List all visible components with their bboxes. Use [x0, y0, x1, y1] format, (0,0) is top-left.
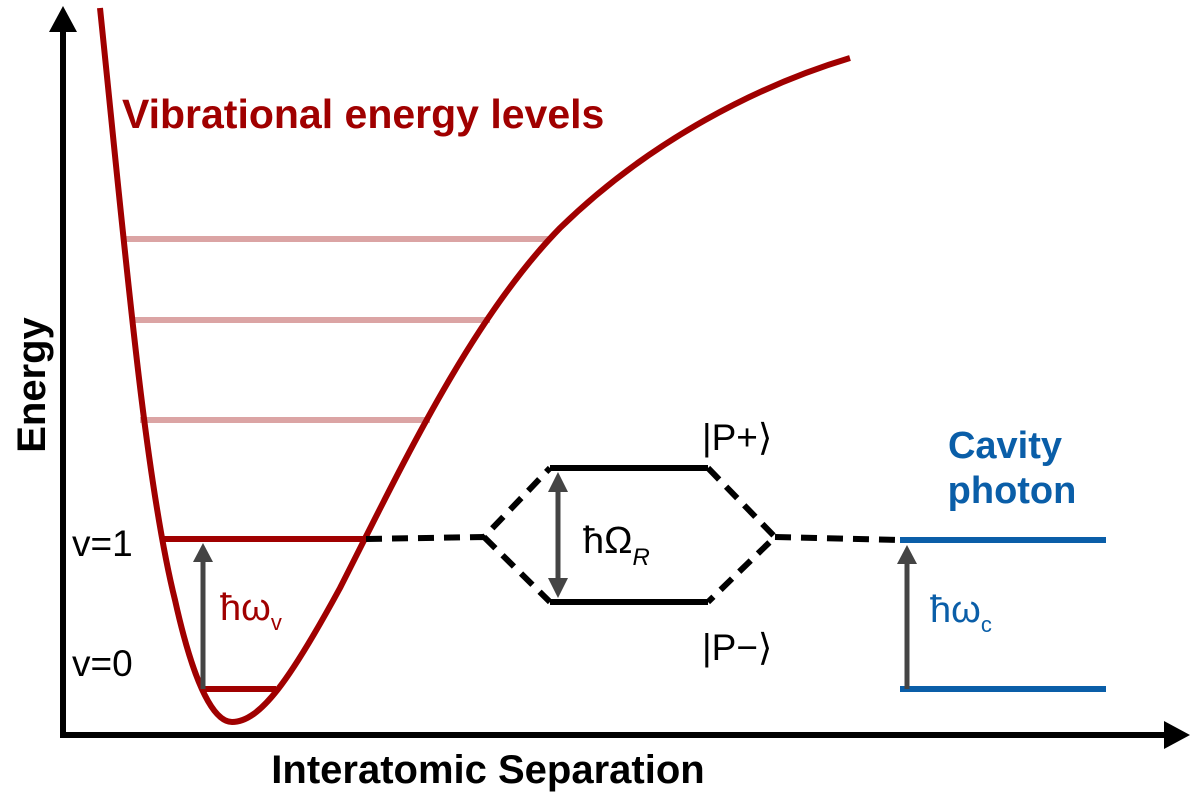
rabi-splitting-main: ħΩ	[583, 520, 633, 562]
rabi-splitting-sub: R	[633, 544, 650, 571]
y-axis-arrowhead	[49, 6, 77, 32]
vibrational-quantum-arrow	[193, 543, 213, 689]
y-axis-label: Energy	[10, 316, 54, 452]
higher-vibrational-levels	[126, 236, 551, 423]
diagram-title: Vibrational energy levels	[122, 91, 604, 137]
upper-polariton-label: |P+⟩	[702, 417, 772, 458]
cavity-quantum-sub: c	[981, 612, 992, 637]
rabi-splitting-arrow	[548, 472, 568, 598]
vibrational-quantum-sub: v	[271, 610, 282, 635]
cavity-quantum-arrow	[897, 545, 917, 689]
coupling-dashed-lines	[365, 465, 901, 605]
vibrational-quantum-label: ħωv	[220, 587, 282, 635]
level-v1-label: v=1	[72, 523, 133, 564]
vibration-coupling-dashes	[365, 465, 553, 605]
cavity-quantum-main: ħω	[930, 589, 981, 631]
potential-energy-curve	[97, 7, 851, 726]
rabi-splitting-label: ħΩR	[583, 520, 650, 571]
cavity-photon-title-line1: Cavity	[948, 425, 1062, 467]
cavity-photon-title-line2: photon	[948, 470, 1077, 512]
axes	[49, 6, 1190, 749]
cavity-quantum-label: ħωc	[930, 589, 992, 637]
x-axis-label: Interatomic Separation	[271, 748, 704, 792]
cavity-coupling-dashes	[705, 465, 901, 605]
lower-polariton-label: |P−⟩	[702, 627, 772, 668]
x-axis-arrowhead	[1164, 721, 1190, 749]
level-v0-label: v=0	[72, 643, 133, 684]
vibrational-quantum-main: ħω	[220, 587, 271, 629]
